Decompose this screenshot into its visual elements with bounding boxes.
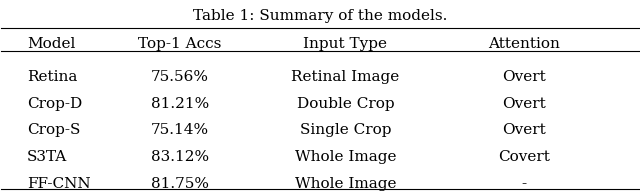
Text: Top-1 Accs: Top-1 Accs [138, 37, 221, 52]
Text: Overt: Overt [502, 97, 546, 111]
Text: Crop-S: Crop-S [27, 123, 80, 137]
Text: Double Crop: Double Crop [297, 97, 394, 111]
Text: Attention: Attention [488, 37, 560, 52]
Text: Overt: Overt [502, 70, 546, 84]
Text: FF-CNN: FF-CNN [27, 177, 90, 191]
Text: S3TA: S3TA [27, 150, 67, 164]
Text: Table 1: Summary of the models.: Table 1: Summary of the models. [193, 9, 447, 23]
Text: 81.75%: 81.75% [151, 177, 209, 191]
Text: Covert: Covert [498, 150, 550, 164]
Text: Whole Image: Whole Image [295, 150, 396, 164]
Text: Retina: Retina [27, 70, 77, 84]
Text: 81.21%: 81.21% [150, 97, 209, 111]
Text: Input Type: Input Type [303, 37, 387, 52]
Text: Retinal Image: Retinal Image [291, 70, 399, 84]
Text: Whole Image: Whole Image [295, 177, 396, 191]
Text: Overt: Overt [502, 123, 546, 137]
Text: -: - [522, 177, 527, 191]
Text: 75.56%: 75.56% [151, 70, 209, 84]
Text: 83.12%: 83.12% [151, 150, 209, 164]
Text: 75.14%: 75.14% [151, 123, 209, 137]
Text: Single Crop: Single Crop [300, 123, 391, 137]
Text: Crop-D: Crop-D [27, 97, 82, 111]
Text: Model: Model [27, 37, 76, 52]
